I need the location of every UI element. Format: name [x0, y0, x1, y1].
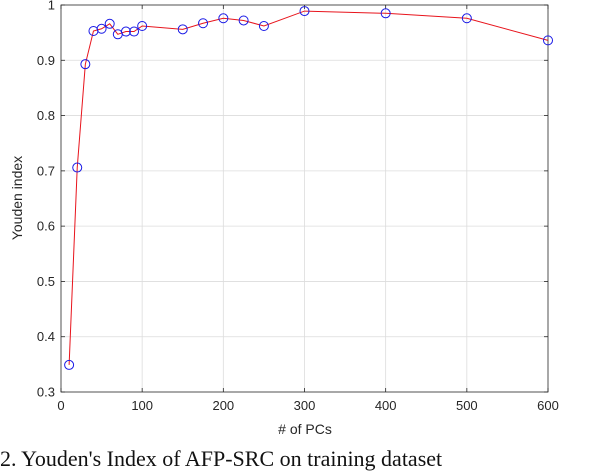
data-point	[72, 162, 83, 173]
y-axis: 0.3 0.4 0.5 0.6 0.7 0.8 0.9 1	[37, 0, 548, 400]
x-axis: 0 100 200 300 400 500 600	[57, 5, 559, 413]
series-line	[68, 10, 549, 365]
data-point	[137, 21, 148, 32]
data-point	[380, 8, 391, 19]
figure-caption: 2. Youden's Index of AFP-SRC on training…	[0, 446, 443, 471]
x-axis-label: # of PCs	[278, 421, 332, 437]
data-point	[543, 35, 553, 46]
y-tick-label: 1	[48, 0, 55, 13]
data-point	[80, 59, 91, 70]
data-point	[238, 15, 249, 26]
y-tick-label: 0.9	[37, 53, 55, 68]
y-tick-label: 0.3	[37, 385, 55, 400]
data-point	[129, 26, 140, 37]
data-point	[120, 26, 131, 37]
series-polyline	[68, 10, 549, 365]
x-tick-label: 500	[456, 398, 478, 413]
data-point	[177, 24, 188, 35]
grid-lines	[61, 5, 548, 392]
series-markers	[64, 6, 553, 370]
x-tick-label: 400	[375, 398, 397, 413]
y-tick-label: 0.7	[37, 163, 55, 178]
y-tick-label: 0.4	[37, 329, 55, 344]
data-point	[64, 359, 75, 370]
y-tick-label: 0.8	[37, 108, 55, 123]
data-point	[299, 6, 310, 17]
y-tick-label: 0.5	[37, 274, 55, 289]
data-point	[258, 21, 269, 32]
x-tick-label: 600	[537, 398, 559, 413]
x-tick-label: 0	[57, 398, 64, 413]
data-point	[198, 18, 209, 29]
x-tick-label: 200	[212, 398, 234, 413]
data-point	[104, 18, 115, 29]
x-tick-label: 300	[294, 398, 316, 413]
data-point	[461, 13, 472, 24]
data-point	[96, 23, 107, 34]
x-tick-label: 100	[131, 398, 153, 413]
data-point	[218, 13, 229, 24]
y-tick-label: 0.6	[37, 219, 55, 234]
y-axis-label: Youden index	[9, 156, 25, 240]
